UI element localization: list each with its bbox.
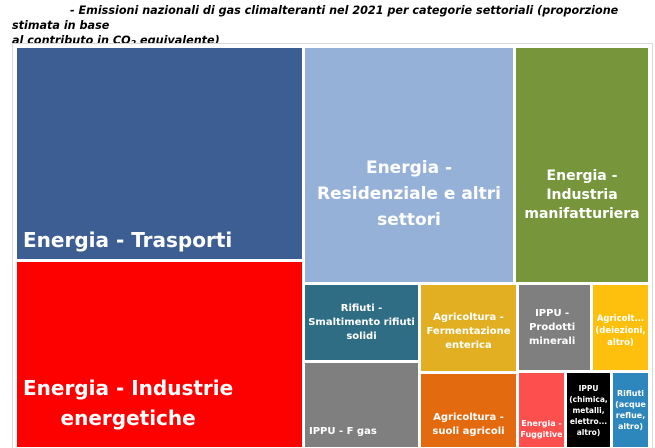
tile-energia-industria-manifatturiera: Energia - Industria manifatturiera (516, 48, 648, 282)
tile-label: Energia - Residenziale e altri settori (317, 158, 501, 230)
tile-label: IPPU - F gas (309, 426, 377, 437)
tile-agricoltura-deiezioni: Agricolt... (deiezioni, altro) (593, 285, 648, 370)
treemap-chart: Energia - Trasporti Energia - Industrie … (12, 43, 653, 448)
tile-agricoltura-suoli: Agricoltura - suoli agricoli (421, 374, 516, 447)
tile-rifiuti-acque-reflue: Rifiuti (acque reflue, altro) (613, 373, 648, 447)
tile-energia-industrie-energetiche: Energia - Industrie energetiche (17, 262, 302, 447)
tile-label: IPPU (chimica, metalli, elettro... altro… (569, 383, 608, 437)
figure-caption: - Emissioni nazionali di gas climalteran… (12, 3, 652, 48)
tile-label: Rifiuti (acque reflue, altro) (615, 389, 646, 431)
tile-energia-residenziale: Energia - Residenziale e altri settori (305, 48, 513, 282)
tile-label: Energia - Trasporti (23, 228, 233, 252)
tile-rifiuti-smaltimento: Rifiuti - Smaltimento rifiuti solidi (305, 285, 418, 360)
tile-agricoltura-fermentazione: Agricoltura - Fermentazione enterica (421, 285, 516, 371)
tile-label: IPPU - Prodotti minerali (529, 307, 576, 347)
tile-label: Agricolt... (deiezioni, altro) (595, 313, 646, 348)
tile-label: Energia - Industria manifatturiera (524, 167, 640, 222)
tile-ippu-chimica: IPPU (chimica, metalli, elettro... altro… (567, 373, 610, 447)
tile-energia-fuggitive: Energia - Fuggitive (519, 373, 564, 447)
tile-ippu-prodotti-minerali: IPPU - Prodotti minerali (519, 285, 590, 370)
tile-label: Agricoltura - Fermentazione enterica (426, 312, 511, 351)
tile-label: Energia - Industrie energetiche (23, 376, 234, 430)
tile-ippu-f-gas: IPPU - F gas (305, 363, 418, 447)
tile-energia-trasporti: Energia - Trasporti (17, 48, 302, 259)
tile-label: Rifiuti - Smaltimento rifiuti solidi (308, 302, 415, 342)
tile-label: Energia - Fuggitive (520, 419, 563, 439)
caption-line-1: - Emissioni nazionali di gas climalteran… (12, 4, 619, 32)
tile-label: Agricoltura - suoli agricoli (432, 411, 505, 437)
